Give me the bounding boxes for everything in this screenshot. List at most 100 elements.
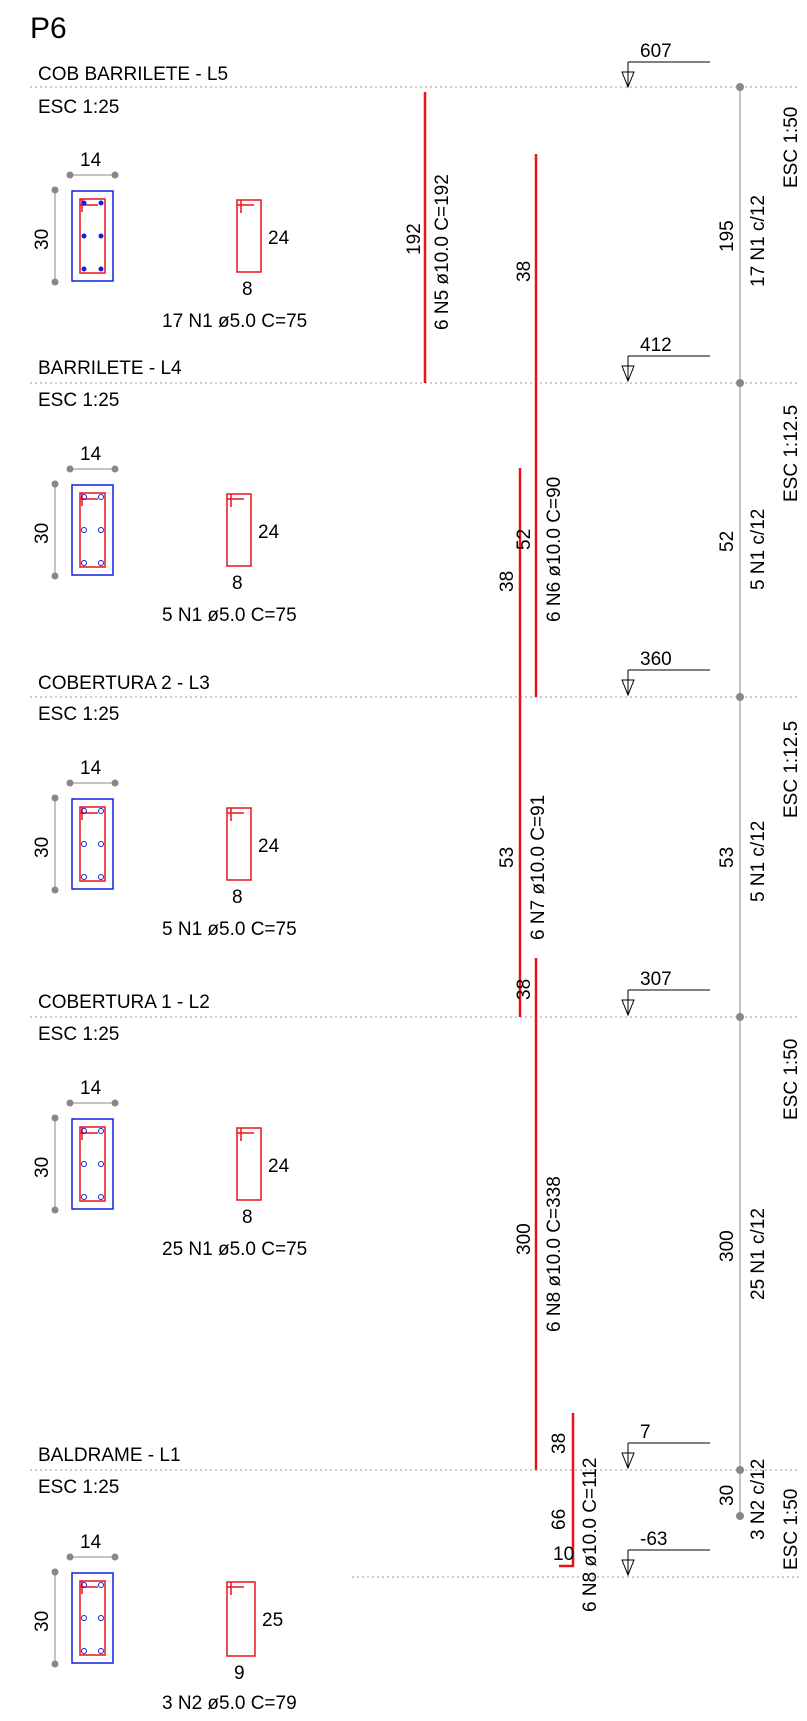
- stirrup-height: 25: [262, 1610, 283, 1631]
- stirrup-width: 8: [232, 887, 243, 908]
- stirrup-dim-2-esc: ESC 1:12.5: [781, 405, 802, 502]
- level-esc-l5: ESC 1:25: [38, 97, 119, 118]
- section-height: 30: [32, 837, 53, 858]
- stirrup-label: 17 N1 ø5.0 C=75: [162, 311, 307, 332]
- stirrup-dim-3-esc: ESC 1:12.5: [781, 721, 802, 818]
- section-stirrup: [79, 492, 106, 568]
- stirrup-shape-1: 24 8 17 N1 ø5.0 C=75: [162, 199, 307, 332]
- section-width: 14: [80, 150, 102, 171]
- elevation-marker-l3: 360: [621, 649, 710, 697]
- elevation-marker-bottom: -63: [621, 1529, 710, 1577]
- bar-n8b: [559, 1413, 575, 1568]
- cross-section-4: 14 30: [32, 1078, 119, 1214]
- section-outline: [71, 484, 114, 576]
- elevation-marker-l5: 607: [621, 41, 710, 89]
- stirrup-dim-1-esc: ESC 1:50: [781, 107, 802, 188]
- stirrup-label: 5 N1 ø5.0 C=75: [162, 605, 297, 626]
- stirrup-width: 8: [232, 573, 243, 594]
- level-name-l5: COB BARRILETE - L5: [38, 64, 228, 85]
- bar-n6-top-lap: 38: [514, 261, 535, 282]
- section-width: 14: [80, 758, 102, 779]
- stirrup-dim-4-esc: ESC 1:50: [781, 1039, 802, 1120]
- level-esc-l3: ESC 1:25: [38, 704, 119, 725]
- section-bars: [81, 494, 104, 566]
- bar-n8-label: 6 N8 ø10.0 C=338: [544, 1176, 565, 1332]
- stirrup-dimension-line: [736, 83, 744, 1520]
- stirrup-shape-5: 25 9 3 N2 ø5.0 C=79: [162, 1581, 297, 1714]
- level-esc-l4: ESC 1:25: [38, 390, 119, 411]
- stirrup-dim-4-length: 300: [717, 1230, 738, 1262]
- section-bars: [81, 200, 104, 272]
- section-height: 30: [32, 229, 53, 250]
- bar-n8b-label: 6 N8 ø10.0 C=112: [580, 1458, 601, 1612]
- elevation-value-l3: 360: [640, 649, 672, 670]
- level-esc-l1: ESC 1:25: [38, 1477, 119, 1498]
- bar-n8-length: 300: [514, 1223, 535, 1255]
- bar-n5-length: 192: [404, 223, 425, 255]
- section-height: 30: [32, 1157, 53, 1178]
- bar-n6-label: 6 N6 ø10.0 C=90: [544, 477, 565, 622]
- section-bars: [81, 1582, 104, 1654]
- stirrup-dim-1-label: 17 N1 c/12: [748, 195, 769, 287]
- stirrup-dim-3-label: 5 N1 c/12: [748, 821, 769, 902]
- stirrup-dim-4-label: 25 N1 c/12: [748, 1208, 769, 1300]
- section-stirrup: [79, 806, 106, 882]
- elevation-value-l1: 7: [640, 1422, 651, 1443]
- section-stirrup: [79, 1580, 106, 1656]
- level-name-l4: BARRILETE - L4: [38, 358, 182, 379]
- elevation-value-l2: 307: [640, 969, 672, 990]
- section-outline: [71, 798, 114, 890]
- stirrup-width: 8: [242, 1207, 253, 1228]
- page-title: P6: [30, 12, 67, 45]
- cross-section-2: 14 30: [32, 444, 119, 580]
- section-height: 30: [32, 1611, 53, 1632]
- section-outline: [71, 190, 114, 282]
- section-height: 30: [32, 523, 53, 544]
- longitudinal-bars: [423, 92, 575, 1568]
- elevation-value-l4: 412: [640, 335, 672, 356]
- section-outline: [71, 1118, 114, 1210]
- stirrup-dim-2-label: 5 N1 c/12: [748, 509, 769, 590]
- stirrup-shape-2: 24 8 5 N1 ø5.0 C=75: [162, 493, 297, 626]
- stirrup-dim-5-esc: ESC 1:50: [781, 1489, 802, 1570]
- bar-n7-lap: 38: [514, 979, 535, 1000]
- stirrup-label: 25 N1 ø5.0 C=75: [162, 1239, 307, 1260]
- stirrup-dim-5-length: 30: [717, 1485, 738, 1506]
- level-esc-l2: ESC 1:25: [38, 1024, 119, 1045]
- section-bars: [81, 808, 104, 880]
- section-bars: [81, 1128, 104, 1200]
- section-width: 14: [80, 1078, 102, 1099]
- bar-n8b-length: 66: [549, 1509, 570, 1530]
- elevation-marker-l4: 412: [621, 335, 710, 383]
- cross-section-3: 14 30: [32, 758, 119, 894]
- section-stirrup: [79, 198, 106, 274]
- cross-section-5: 14 30: [32, 1532, 119, 1668]
- stirrup-label: 5 N1 ø5.0 C=75: [162, 919, 297, 940]
- level-lines: [30, 86, 800, 1578]
- elevation-markers: 607 412 360 307 7: [621, 41, 710, 1577]
- stirrup-height: 24: [258, 522, 280, 543]
- stirrup-shape-4: 24 8 25 N1 ø5.0 C=75: [162, 1127, 307, 1260]
- stirrup-width: 9: [234, 1663, 245, 1684]
- stirrup-height: 24: [258, 836, 280, 857]
- bar-n7-label: 6 N7 ø10.0 C=91: [528, 795, 549, 940]
- stirrup-dim-3-length: 53: [717, 847, 738, 868]
- bar-n6-lap: 38: [497, 571, 518, 592]
- cross-section-1: 14 30: [32, 150, 119, 286]
- stirrup-height: 24: [268, 228, 290, 249]
- section-width: 14: [80, 444, 102, 465]
- elevation-marker-l1: 7: [621, 1422, 710, 1470]
- section-stirrup: [79, 1126, 106, 1202]
- elevation-marker-l2: 307: [621, 969, 710, 1017]
- stirrup-width: 8: [242, 279, 253, 300]
- stirrup-dim-5-label: 3 N2 c/12: [748, 1459, 769, 1540]
- level-name-l3: COBERTURA 2 - L3: [38, 673, 210, 694]
- stirrup-label: 3 N2 ø5.0 C=79: [162, 1693, 297, 1714]
- stirrup-height: 24: [268, 1156, 290, 1177]
- stirrup-dim-1-length: 195: [717, 220, 738, 252]
- stirrup-dim-2-length: 52: [717, 531, 738, 552]
- bar-n8-lap: 38: [549, 1433, 570, 1454]
- bar-n6-length: 52: [514, 529, 535, 550]
- section-width: 14: [80, 1532, 102, 1553]
